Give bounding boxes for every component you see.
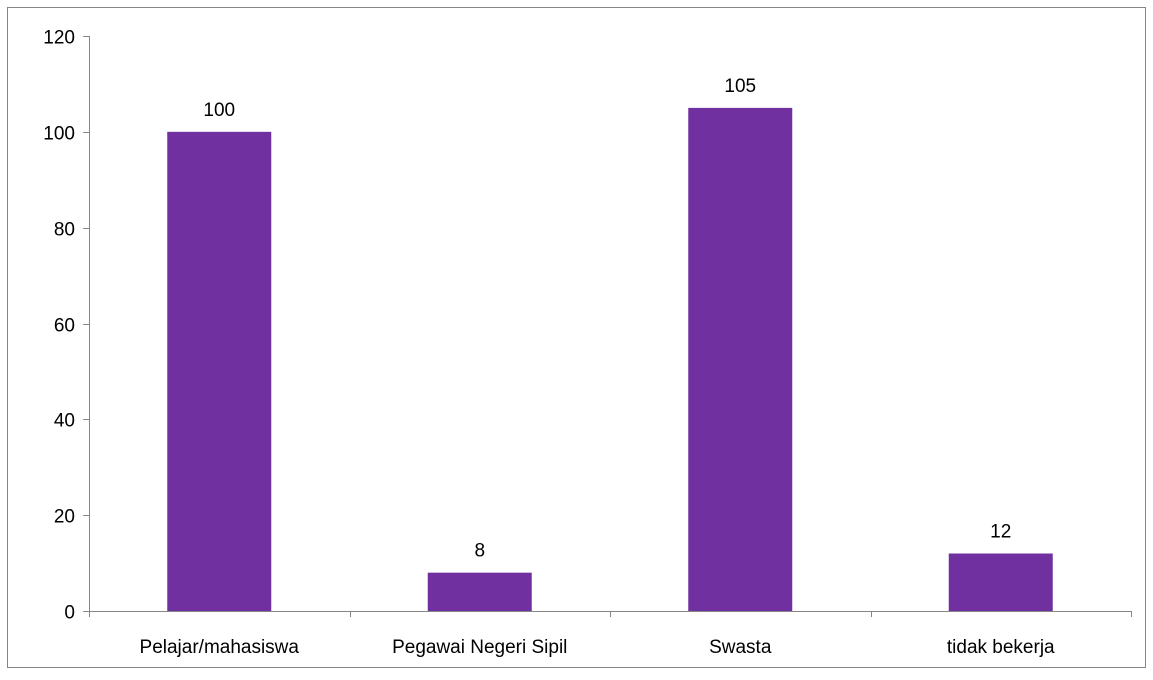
- data-label: 12: [990, 522, 1011, 543]
- bar-series: [167, 107, 1053, 612]
- data-label: 105: [724, 76, 756, 97]
- bar: [688, 107, 793, 611]
- y-tick-label: 60: [54, 316, 75, 337]
- data-labels: 100 8 105 12: [203, 76, 1011, 562]
- y-tick-label: 80: [54, 220, 75, 241]
- y-tick-label: 100: [43, 124, 75, 145]
- y-tick-label: 0: [64, 603, 75, 624]
- y-tick-label: 20: [54, 507, 75, 528]
- x-tick-label: Pelajar/mahasiswa: [140, 637, 300, 658]
- y-tick-label: 40: [54, 411, 75, 432]
- bar: [167, 131, 272, 612]
- x-tick-label: Swasta: [709, 637, 772, 658]
- bar: [948, 553, 1053, 611]
- data-label: 8: [474, 541, 485, 562]
- chart-border: [7, 7, 1146, 668]
- y-axis: 0 20 40 60 80 100 120: [43, 28, 90, 624]
- bar: [427, 572, 532, 611]
- x-axis: Pelajar/mahasiswa Pegawai Negeri Sipil Swa…: [89, 611, 1132, 658]
- x-tick-label: tidak bekerja: [947, 637, 1055, 658]
- data-label: 100: [203, 100, 235, 121]
- x-tick-label: Pegawai Negeri Sipil: [392, 637, 567, 658]
- y-tick-label: 120: [43, 28, 75, 49]
